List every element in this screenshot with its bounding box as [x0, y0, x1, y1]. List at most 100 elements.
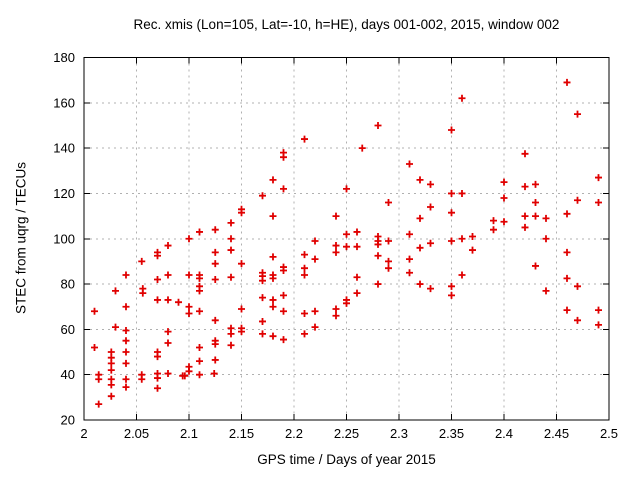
x-tick-label: 2.2: [285, 426, 303, 441]
x-axis-label: GPS time / Days of year 2015: [257, 452, 436, 467]
data-point-marker: [211, 340, 219, 348]
data-point-marker: [374, 280, 382, 288]
data-point-marker: [196, 307, 203, 315]
data-point-marker: [385, 264, 392, 272]
data-point-marker: [343, 185, 350, 193]
data-point-marker: [448, 237, 455, 245]
data-point-marker: [112, 323, 119, 331]
data-point-marker: [185, 271, 193, 279]
data-point-marker: [311, 255, 319, 263]
data-point-marker: [469, 246, 476, 254]
data-point-marker: [154, 384, 161, 392]
data-point-marker: [196, 287, 203, 295]
data-point-marker: [185, 235, 193, 243]
data-point-marker: [595, 306, 602, 314]
x-tick-label: 2.5: [600, 426, 618, 441]
data-point-marker: [563, 78, 571, 86]
data-point-marker: [269, 332, 277, 340]
data-point-marker: [181, 372, 189, 380]
data-point-marker: [122, 359, 130, 367]
data-point-marker: [227, 273, 235, 281]
y-tick-label: 40: [61, 367, 75, 382]
data-point-marker: [427, 239, 434, 247]
data-point-marker: [154, 296, 161, 304]
data-point-marker: [122, 303, 130, 311]
data-point-marker: [343, 299, 350, 307]
data-point-marker: [211, 356, 219, 364]
x-tick-label: 2.05: [124, 426, 149, 441]
data-point-marker: [175, 298, 182, 306]
x-tick-label: 2.45: [544, 426, 569, 441]
data-point-marker: [185, 367, 193, 375]
data-point-marker: [343, 230, 350, 238]
x-tick-label: 2.3: [390, 426, 408, 441]
data-point-marker: [448, 291, 455, 299]
data-point-marker: [353, 228, 361, 236]
data-point-marker: [154, 276, 161, 284]
data-point-marker: [164, 370, 172, 378]
data-point-marker: [107, 381, 115, 389]
axes: [83, 57, 610, 421]
data-point-marker: [563, 248, 571, 256]
data-point-marker: [458, 94, 466, 102]
y-tick-label: 180: [53, 50, 75, 65]
data-point-marker: [238, 328, 245, 336]
data-point-marker: [332, 248, 340, 256]
data-point-marker: [280, 185, 287, 193]
y-tick-label: 60: [61, 322, 75, 337]
data-point-marker: [196, 274, 203, 282]
data-point-marker: [238, 305, 245, 313]
data-point-marker: [595, 174, 602, 182]
data-point-marker: [448, 209, 455, 217]
data-point-marker: [542, 287, 550, 295]
data-point-marker: [259, 192, 266, 200]
data-point-marker: [154, 252, 161, 260]
data-point-marker: [406, 269, 413, 277]
data-point-marker: [91, 344, 98, 351]
data-point-marker: [227, 341, 235, 349]
x-tick-label: 2.1: [180, 426, 198, 441]
data-point-marker: [301, 135, 308, 143]
data-point-marker: [374, 252, 382, 260]
data-point-marker: [416, 214, 424, 222]
data-point-marker: [122, 271, 130, 279]
x-tick-label: 2: [80, 426, 87, 441]
data-point-marker: [500, 218, 508, 226]
data-point-marker: [280, 291, 287, 299]
data-point-marker: [574, 196, 581, 204]
x-tick-label: 2.4: [495, 426, 513, 441]
data-point-marker: [427, 180, 434, 188]
data-point-marker: [374, 240, 382, 248]
data-points: [91, 78, 602, 408]
data-point-marker: [385, 237, 392, 245]
data-point-marker: [210, 370, 218, 378]
data-point-marker: [122, 383, 130, 391]
data-point-marker: [107, 392, 115, 400]
data-point-marker: [301, 271, 308, 279]
data-point-marker: [259, 294, 266, 302]
data-point-marker: [490, 217, 497, 225]
data-point-marker: [211, 316, 219, 324]
data-point-marker: [301, 310, 308, 318]
y-tick-label: 20: [61, 413, 75, 428]
grid-lines: [84, 57, 609, 420]
data-point-marker: [154, 353, 161, 361]
data-point-marker: [311, 237, 319, 245]
data-point-marker: [301, 251, 308, 259]
data-point-marker: [164, 242, 172, 250]
data-point-marker: [164, 328, 172, 336]
data-point-marker: [95, 400, 103, 408]
data-point-marker: [112, 287, 119, 295]
data-point-marker: [353, 273, 361, 281]
data-point-marker: [185, 310, 193, 318]
data-point-marker: [227, 235, 235, 243]
data-point-marker: [332, 242, 340, 250]
data-point-marker: [563, 306, 571, 314]
data-point-marker: [301, 330, 308, 338]
data-point-marker: [227, 219, 235, 227]
data-point-marker: [269, 303, 277, 311]
data-point-marker: [458, 271, 466, 279]
data-point-marker: [500, 178, 508, 186]
data-point-marker: [521, 223, 529, 231]
data-point-marker: [542, 235, 550, 243]
